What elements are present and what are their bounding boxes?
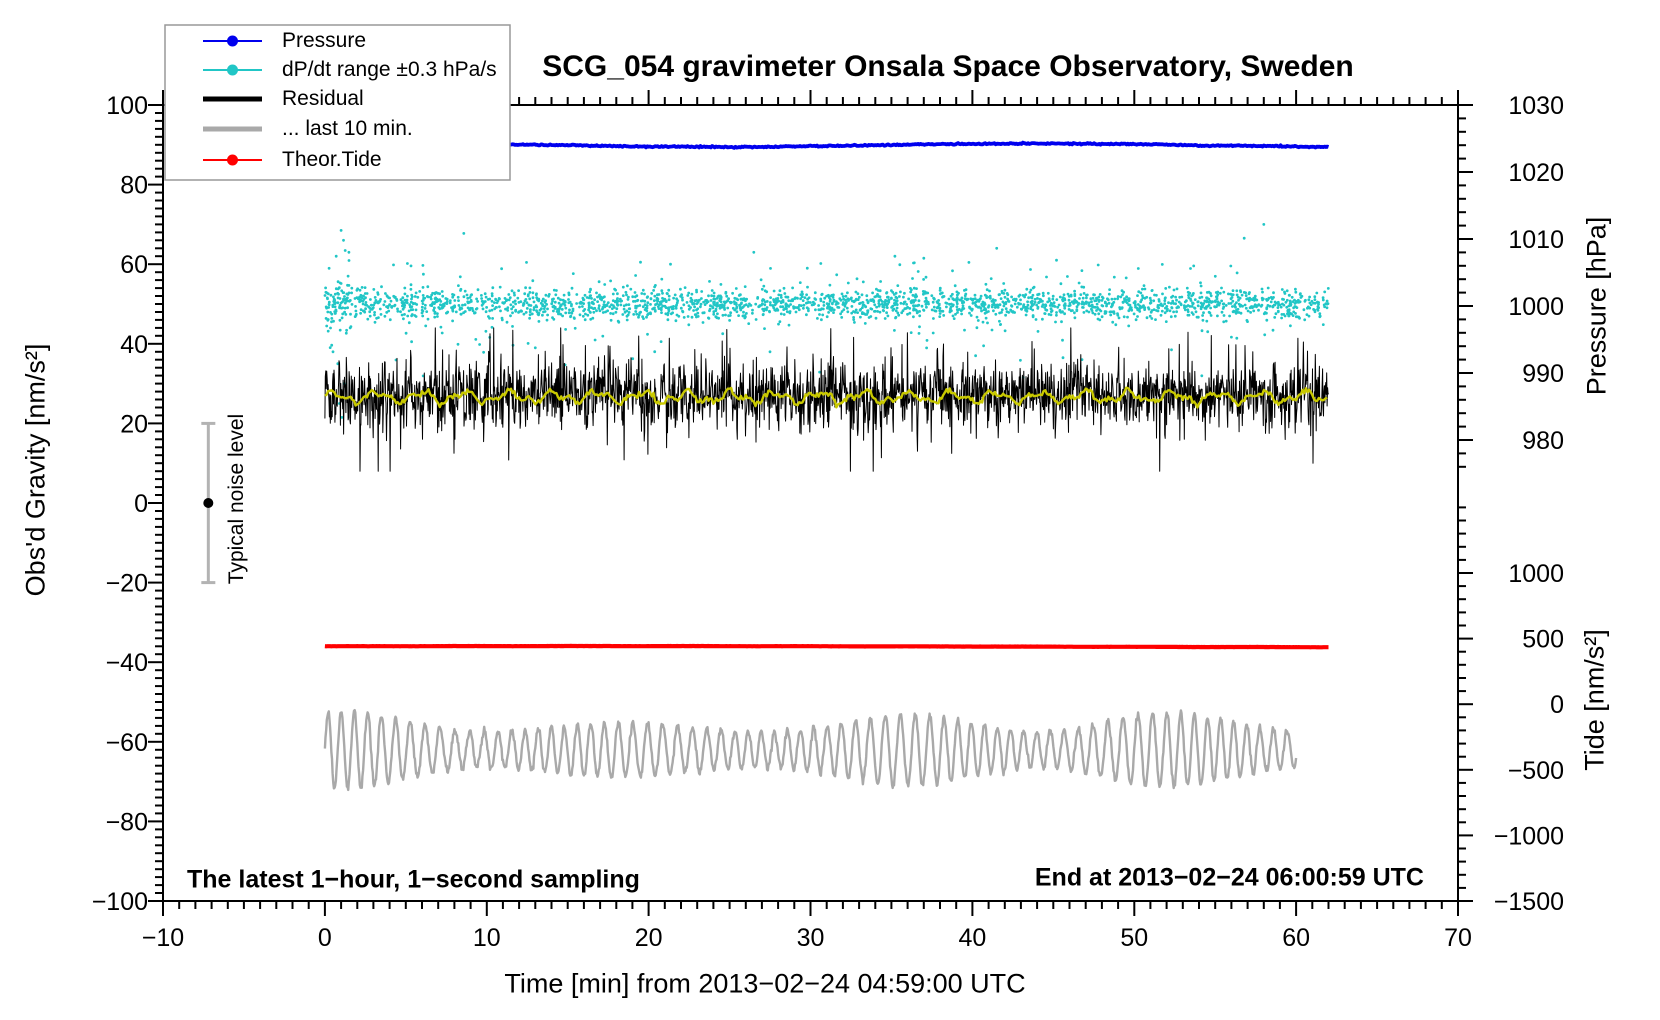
series-residual [324,327,1329,472]
svg-text:1030: 1030 [1508,92,1564,120]
svg-text:20: 20 [120,410,148,438]
legend-box [164,24,511,181]
svg-text:−500: −500 [1508,757,1564,785]
svg-text:60: 60 [120,251,148,279]
svg-text:−20: −20 [106,570,148,598]
svg-text:−80: −80 [106,808,148,836]
legend-label-theortide: Theor.Tide [282,148,382,171]
svg-text:80: 80 [120,172,148,200]
svg-text:1000: 1000 [1508,293,1564,321]
svg-text:40: 40 [958,924,986,952]
svg-text:0: 0 [1550,691,1564,719]
y-axis-title-gravity: Obs'd Gravity [nm/s²] [20,343,51,597]
series-dpdt-scatter [323,223,1330,419]
legend-label-pressure: Pressure [282,29,367,52]
svg-text:−1500: −1500 [1494,888,1564,916]
svg-text:30: 30 [797,924,825,952]
y-axis-title-tide: Tide [nm/s²] [1579,629,1610,771]
axis-ticks: −10 0 10 20 30 40 50 60 70−100−80−60−40−20020406… [92,90,1564,952]
svg-text:−60: −60 [106,729,148,757]
chart-title: SCG_054 gravimeter Onsala Space Observat… [542,50,1354,83]
x-axis-title: Time [min] from 2013−02−24 04:59:00 UTC [504,968,1026,999]
end-time-note: End at 2013−02−24 06:00:59 UTC [1034,863,1424,892]
svg-text:−1000: −1000 [1494,822,1564,850]
svg-text:20: 20 [635,924,663,952]
svg-text:1010: 1010 [1508,226,1564,254]
svg-text:−100: −100 [92,888,148,916]
legend-label-last10min: ... last 10 min. [282,117,413,140]
svg-text:60: 60 [1282,924,1310,952]
typical-noise-marker [201,421,216,585]
typical-noise-label: Typical noise level [225,413,248,585]
svg-text:500: 500 [1522,626,1564,654]
svg-text:−10: −10 [142,924,184,952]
svg-text:1000: 1000 [1508,560,1564,588]
svg-text:0: 0 [318,924,332,952]
legend-label-dpdt: dP/dt range ±0.3 hPa/s [282,58,497,81]
svg-text:990: 990 [1522,360,1564,388]
svg-text:40: 40 [120,331,148,359]
series-last10min [323,709,1298,792]
svg-text:50: 50 [1120,924,1148,952]
svg-text:70: 70 [1444,924,1472,952]
y-axis-title-pressure: Pressure [hPa] [1581,216,1612,396]
svg-text:1020: 1020 [1508,159,1564,187]
svg-text:10: 10 [473,924,501,952]
svg-text:100: 100 [106,92,148,120]
svg-text:980: 980 [1522,427,1564,455]
series-running-mean [324,386,1328,409]
sampling-note: The latest 1−hour, 1−second sampling [187,865,640,894]
series-tide-line [324,643,1330,650]
svg-text:−40: −40 [106,649,148,677]
legend-label-residual: Residual [282,87,364,110]
plot-frame [162,104,1459,902]
svg-text:0: 0 [134,490,148,518]
